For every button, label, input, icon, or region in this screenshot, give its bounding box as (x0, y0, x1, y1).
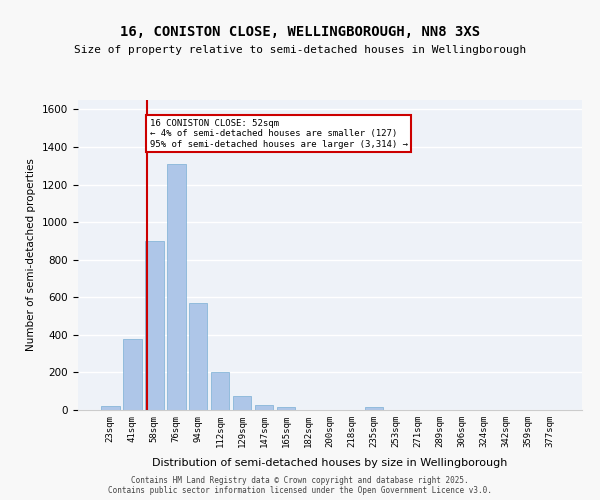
Bar (123, 338, 142, 410)
Bar (167, 164, 185, 410)
Text: 16, CONISTON CLOSE, WELLINGBOROUGH, NN8 3XS: 16, CONISTON CLOSE, WELLINGBOROUGH, NN8 … (120, 25, 480, 39)
Bar (255, 406, 274, 410)
Bar (145, 241, 164, 410)
Text: Contains HM Land Registry data © Crown copyright and database right 2025.
Contai: Contains HM Land Registry data © Crown c… (108, 476, 492, 495)
Bar (101, 406, 119, 410)
Text: 16 CONISTON CLOSE: 52sqm
← 4% of semi-detached houses are smaller (127)
95% of s: 16 CONISTON CLOSE: 52sqm ← 4% of semi-de… (150, 119, 408, 148)
Y-axis label: Number of semi-detached properties: Number of semi-detached properties (26, 158, 37, 352)
Text: Size of property relative to semi-detached houses in Wellingborough: Size of property relative to semi-detach… (74, 45, 526, 55)
Bar (365, 407, 383, 410)
Bar (233, 396, 251, 410)
Bar (211, 372, 229, 410)
X-axis label: Distribution of semi-detached houses by size in Wellingborough: Distribution of semi-detached houses by … (152, 458, 508, 468)
Bar (189, 303, 208, 410)
Bar (277, 407, 295, 410)
